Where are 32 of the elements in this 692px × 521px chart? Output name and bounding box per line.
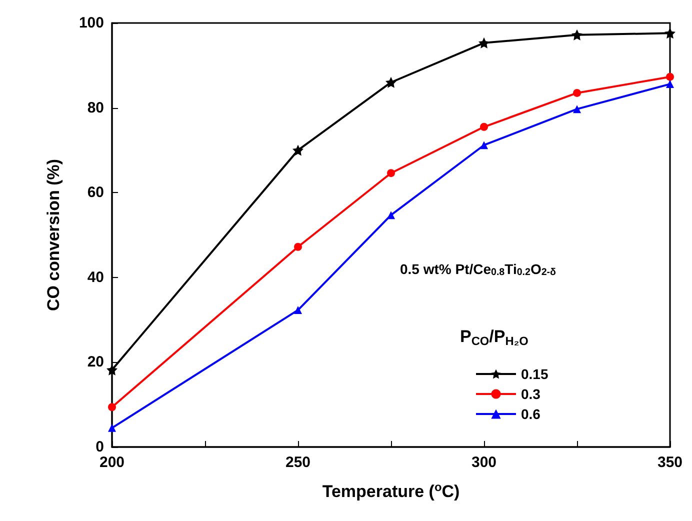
point xyxy=(386,76,396,88)
x-tick-label: 300 xyxy=(471,454,497,471)
legend-label: 0.3 xyxy=(521,386,541,402)
y-tick-label: 40 xyxy=(87,268,104,286)
legend-label: 0.6 xyxy=(521,406,541,422)
point xyxy=(573,88,581,97)
y-axis-title: CO conversion (%) xyxy=(44,158,63,312)
point xyxy=(108,403,116,412)
point xyxy=(478,37,490,48)
x-tick-label: 200 xyxy=(99,454,125,471)
legend-label: 0.15 xyxy=(521,366,548,382)
point xyxy=(387,211,395,220)
point xyxy=(573,105,581,114)
point xyxy=(108,424,116,432)
point xyxy=(106,364,118,376)
y-tick-label: 80 xyxy=(87,99,104,116)
x-tick-label: 350 xyxy=(657,454,683,471)
point xyxy=(572,29,582,40)
point xyxy=(387,169,395,178)
point xyxy=(480,122,488,131)
point xyxy=(294,306,302,314)
point xyxy=(294,242,302,251)
y-tick-label: 60 xyxy=(87,184,104,202)
point xyxy=(666,80,674,88)
y-tick-label: 20 xyxy=(87,354,104,371)
point xyxy=(664,28,676,39)
point xyxy=(666,72,674,81)
y-tick-label: 100 xyxy=(78,14,104,32)
x-tick-label: 250 xyxy=(285,454,311,471)
point xyxy=(292,144,304,156)
point xyxy=(480,141,488,150)
y-tick-label: 0 xyxy=(96,438,104,456)
